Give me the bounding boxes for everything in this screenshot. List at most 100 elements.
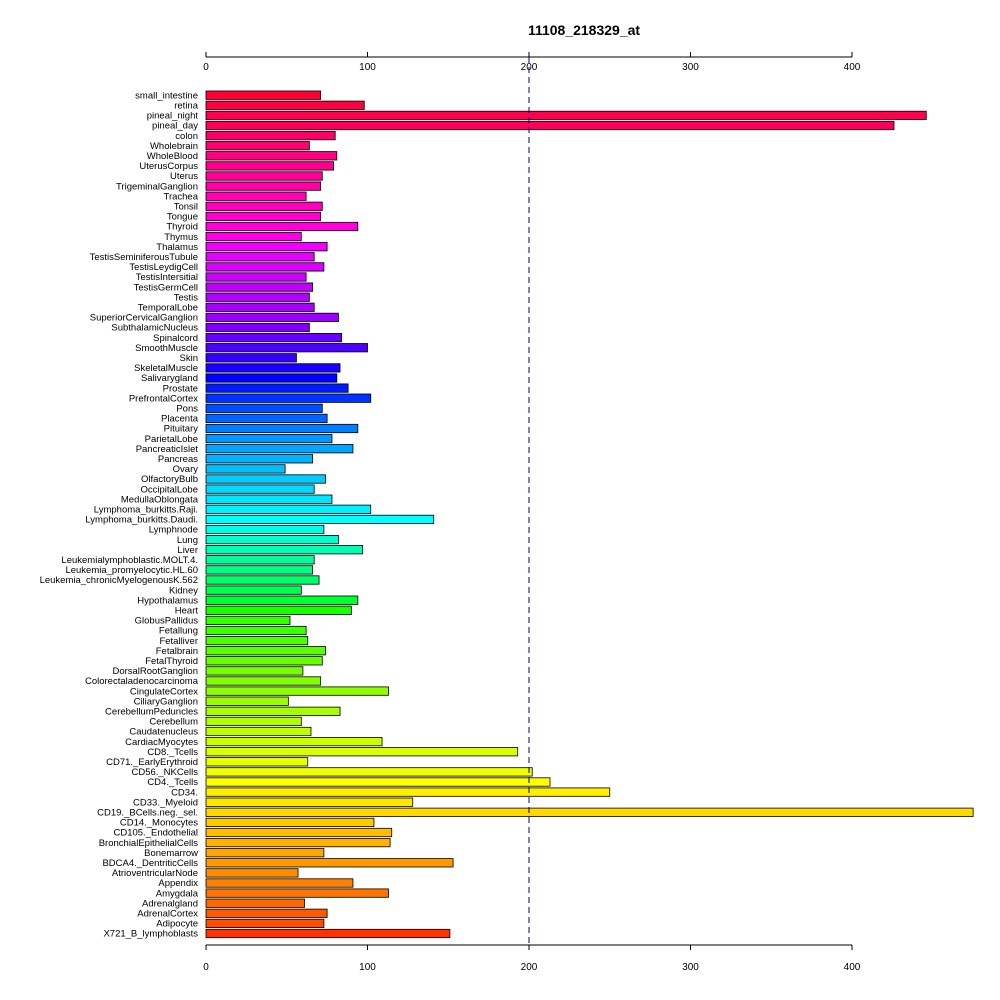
category-label: BDCA4._DentriticCells: [102, 858, 198, 869]
bar-Adrenalgland: [205, 898, 305, 908]
category-label: Fetalliver: [159, 636, 198, 647]
category-label: X721_B_lymphoblasts: [103, 929, 198, 940]
category-label: TestisSeminiferousTubule: [90, 252, 198, 263]
bar-X721_B_lymphoblasts: [205, 928, 451, 939]
category-label: OlfactoryBulb: [141, 474, 198, 485]
bar-pineal_night: [205, 110, 927, 120]
bar-CD71._EarlyErythroid: [205, 757, 309, 767]
top-axis: 0 100 200 300 400: [203, 52, 861, 73]
category-label: CD8._Tcells: [147, 747, 198, 758]
category-label: AdrenalCortex: [137, 909, 198, 920]
category-label: Testis: [174, 292, 199, 303]
category-label: Cerebellum: [149, 717, 198, 728]
bar-Thyroid: [205, 221, 359, 232]
bar-Bonemarrow: [205, 848, 325, 858]
bar-Uterus: [205, 171, 323, 181]
top-axis-tick-label: 300: [682, 62, 699, 73]
bar-CardiacMyocytes: [205, 737, 383, 747]
bar-Heart: [205, 605, 352, 615]
bar-Caudatenucleus: [205, 726, 312, 737]
bar-AdrenalCortex: [205, 908, 328, 918]
bar-Wholebrain: [205, 141, 310, 151]
bar-Fetallung: [205, 625, 307, 636]
category-label: OccipitalLobe: [140, 484, 198, 495]
category-label: Pancreas: [158, 454, 198, 465]
category-label: Placenta: [161, 414, 199, 425]
category-label: CD105._Endothelial: [113, 828, 198, 839]
category-label: CiliaryGanglion: [134, 696, 198, 707]
bar-TestisIntersitial: [205, 272, 307, 282]
category-label: Appendix: [158, 878, 198, 889]
bar-CerebellumPeduncles: [205, 706, 341, 716]
bar-Placenta: [205, 413, 328, 424]
bottom-axis-tick-label: 100: [359, 962, 376, 973]
bar-Trachea: [205, 191, 307, 201]
category-label: colon: [175, 131, 198, 142]
bar-TestisSeminiferousTubule: [205, 252, 315, 262]
category-label: SkeletalMuscle: [134, 363, 198, 374]
bar-CD105._Endothelial: [205, 827, 393, 838]
category-label: Fetalbrain: [156, 646, 198, 657]
bar-retina: [205, 100, 365, 110]
bar-Liver: [205, 545, 364, 555]
bar-Lymphoma_burkitts.Raji.: [205, 504, 372, 514]
category-label: Colorectaladenocarcinoma: [85, 676, 199, 687]
category-label: DorsalRootGanglion: [112, 666, 198, 677]
category-label: SmoothMuscle: [135, 343, 198, 354]
category-label: Skin: [180, 353, 198, 364]
bar-CingulateCortex: [205, 686, 389, 696]
category-label: SuperiorCervicalGanglion: [90, 313, 198, 324]
category-label: pineal_day: [152, 121, 198, 132]
top-axis-tick-label: 400: [844, 62, 861, 73]
bar-Lung: [205, 535, 339, 545]
category-label: PancreaticIslet: [136, 444, 199, 455]
category-label: Spinalcord: [153, 333, 198, 344]
bar-OlfactoryBulb: [205, 474, 326, 484]
bar-CD34.: [205, 787, 611, 797]
bar-Amygdala: [205, 888, 389, 898]
category-label: CD56._NKCells: [131, 767, 198, 778]
category-label: Bonemarrow: [144, 848, 198, 859]
category-label: CD19._BCells.neg._sel.: [97, 808, 198, 819]
bar-OccipitalLobe: [205, 484, 315, 494]
bar-Leukemia_chronicMyelogenousK.562: [205, 575, 320, 585]
category-label: Amygdala: [156, 888, 199, 899]
bar-Leukemialymphoblastic.MOLT.4.: [205, 555, 315, 565]
category-label: MedullaOblongata: [121, 494, 199, 505]
bar-TestisGermCell: [205, 282, 313, 292]
bar-Spinalcord: [205, 332, 343, 343]
category-label: Ovary: [173, 464, 199, 475]
bars-group: [205, 90, 974, 939]
category-label: Adipocyte: [156, 919, 198, 930]
category-label: WholeBlood: [147, 151, 198, 162]
bar-PancreaticIslet: [205, 444, 354, 454]
bar-BDCA4._DentriticCells: [205, 858, 454, 868]
bottom-axis: 0 100 200 300 400: [203, 944, 861, 973]
category-label: Lymphoma_burkitts.Daudi.: [85, 515, 198, 526]
bar-TemporalLobe: [205, 302, 315, 312]
bar-CD4._Tcells: [205, 777, 551, 787]
bottom-axis-tick-label: 300: [682, 962, 699, 973]
bar-UterusCorpus: [205, 161, 334, 171]
category-label: Salivarygland: [141, 373, 198, 384]
bar-ParietalLobe: [205, 433, 333, 444]
bar-Pons: [205, 403, 323, 413]
bar-CD14._Monocytes: [205, 817, 375, 828]
category-label: UterusCorpus: [139, 161, 198, 172]
category-label: Hypothalamus: [137, 595, 198, 606]
bar-CD33._Myeloid: [205, 797, 414, 807]
top-axis-tick-label: 100: [359, 62, 376, 73]
category-label: TestisIntersitial: [136, 272, 198, 283]
bar-Lymphoma_burkitts.Daudi.: [205, 514, 435, 525]
category-label: Thalamus: [156, 242, 198, 253]
category-label: Adrenalgland: [142, 898, 198, 909]
bar-Thymus: [205, 231, 302, 242]
bar-CD8._Tcells: [205, 747, 519, 757]
category-label: Lung: [177, 535, 198, 546]
bar-Prostate: [205, 383, 349, 393]
category-label: CD34.: [171, 787, 198, 798]
bar-Fetalliver: [205, 636, 309, 646]
category-label: Tongue: [167, 212, 198, 223]
category-label: pineal_night: [147, 111, 199, 122]
bar-Appendix: [205, 878, 354, 888]
